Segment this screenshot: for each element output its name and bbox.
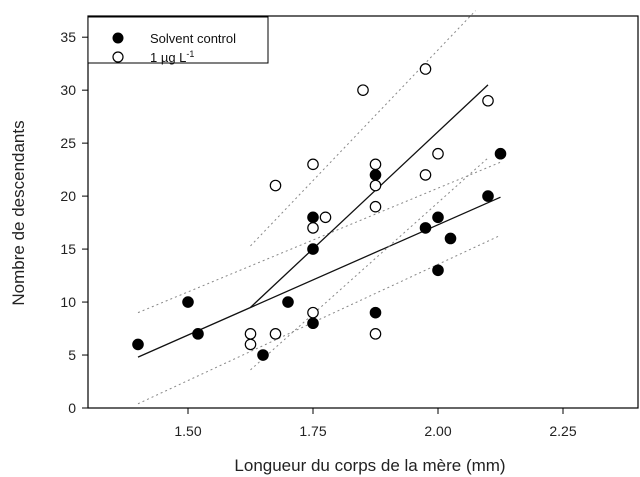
data-points — [132, 63, 507, 361]
data-point-solvent — [192, 328, 204, 340]
legend-label-treatment-sup: -1 — [186, 49, 194, 59]
x-tick-label: 1.75 — [299, 423, 326, 439]
data-point-solvent — [482, 190, 494, 202]
data-point-treatment — [482, 94, 494, 107]
data-point-solvent — [182, 296, 194, 308]
data-point-solvent — [444, 232, 457, 245]
x-tick-label: 1.50 — [174, 423, 201, 439]
data-point-treatment — [307, 306, 319, 319]
axes — [87, 15, 639, 409]
data-point-solvent — [432, 264, 444, 277]
data-point-treatment — [319, 211, 332, 224]
data-point-treatment — [244, 338, 257, 351]
data-point-solvent — [132, 338, 144, 351]
data-point-treatment — [269, 179, 282, 192]
plot-frame — [87, 15, 639, 409]
data-point-solvent — [282, 296, 294, 308]
ci-line-solvent — [137, 234, 501, 405]
data-point-solvent — [307, 243, 319, 255]
y-tick-label: 0 — [68, 400, 76, 416]
data-point-solvent — [369, 306, 382, 319]
data-point-treatment — [269, 328, 282, 340]
data-point-treatment — [307, 158, 319, 171]
regression-lines — [137, 10, 501, 405]
y-tick-label: 25 — [60, 135, 76, 151]
ci-line-treatment — [250, 10, 476, 247]
legend: Solvent control 1 µg L-1 — [87, 16, 269, 65]
y-tick-label: 10 — [60, 294, 76, 310]
x-tick-label: 2.25 — [549, 423, 576, 439]
fit-line-treatment — [250, 84, 489, 308]
legend-label-treatment: 1 µg L-1 — [150, 49, 194, 65]
data-point-treatment — [369, 158, 382, 171]
legend-marker-open — [112, 51, 124, 63]
data-point-treatment — [419, 63, 432, 75]
data-point-treatment — [432, 147, 444, 160]
axis-ticks: 1.50 1.75 2.00 2.25 0 5 10 15 20 25 30 35 — [60, 29, 576, 439]
ci-line-solvent — [137, 161, 501, 314]
data-point-treatment — [369, 200, 382, 213]
data-point-treatment — [307, 222, 319, 234]
data-point-solvent — [307, 317, 319, 330]
y-tick-label: 30 — [60, 82, 76, 98]
y-axis-label: Nombre de descendants — [9, 120, 28, 305]
legend-marker-filled — [112, 32, 124, 44]
y-tick-label: 35 — [60, 29, 76, 45]
y-tick-label: 20 — [60, 188, 76, 204]
data-point-treatment — [244, 328, 257, 340]
y-tick-label: 5 — [68, 347, 76, 363]
data-point-treatment — [369, 179, 382, 192]
legend-label-solvent-control: Solvent control — [150, 31, 236, 46]
data-point-solvent — [419, 222, 432, 234]
data-point-solvent — [257, 349, 269, 361]
x-tick-label: 2.00 — [424, 423, 451, 439]
data-point-treatment — [369, 328, 382, 340]
data-point-solvent — [307, 211, 319, 224]
y-tick-label: 15 — [60, 241, 76, 257]
data-point-solvent — [432, 211, 444, 224]
legend-label-treatment-main: 1 µg L — [150, 50, 186, 65]
data-point-solvent — [369, 169, 382, 181]
ci-line-treatment — [250, 157, 489, 371]
data-point-treatment — [357, 84, 369, 96]
data-point-treatment — [419, 169, 432, 181]
x-axis-label: Longueur du corps de la mère (mm) — [234, 456, 505, 475]
data-point-solvent — [494, 147, 507, 160]
